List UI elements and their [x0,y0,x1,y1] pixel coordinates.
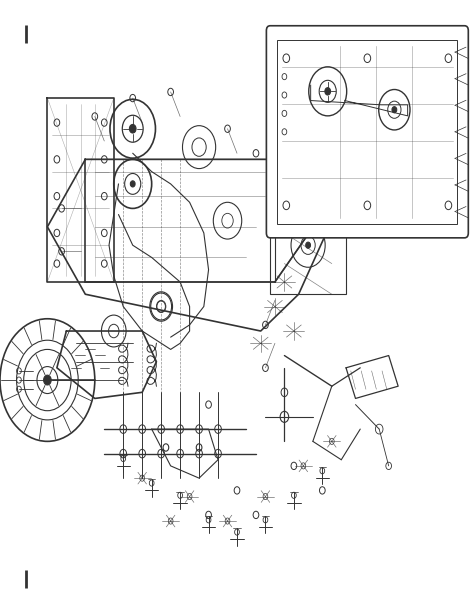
Circle shape [325,88,330,95]
Circle shape [306,242,310,248]
Bar [270,159,346,294]
FancyBboxPatch shape [266,26,468,238]
Circle shape [44,375,51,385]
Circle shape [129,124,136,133]
Circle shape [392,107,397,113]
Bar [277,40,457,224]
Circle shape [130,181,135,187]
